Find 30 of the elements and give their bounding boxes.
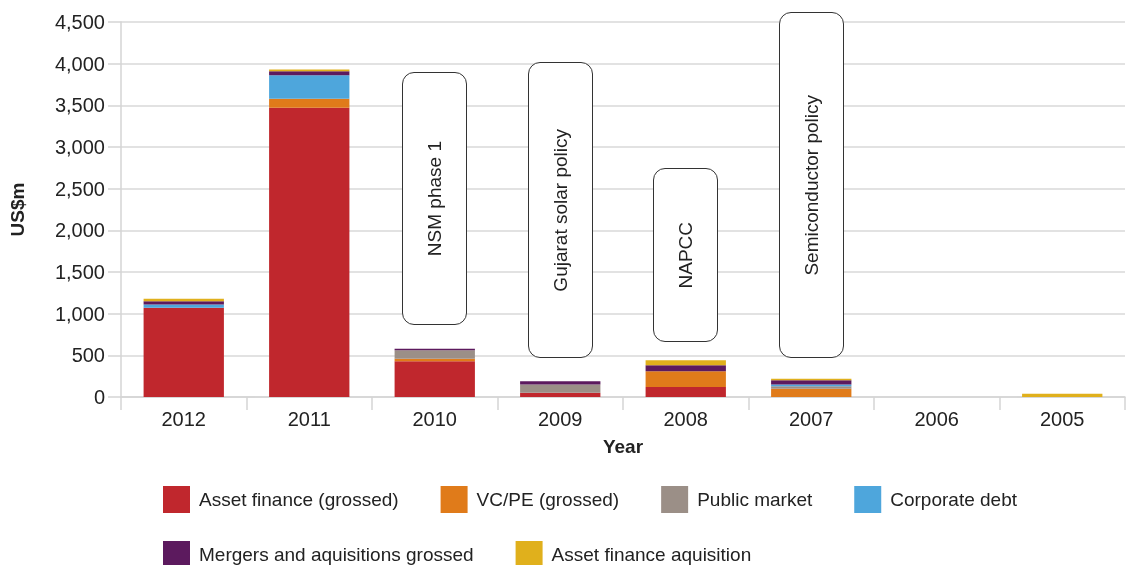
- annotation: Semiconductor policy: [800, 94, 822, 276]
- y-axis-title: US$m: [7, 182, 28, 237]
- x-tick-label: 2011: [287, 408, 331, 430]
- y-tick-label: 4,500: [54, 11, 105, 33]
- x-axis-title: Year: [602, 436, 644, 457]
- annotation: NAPCC: [675, 221, 697, 289]
- legend-label: Corporate debt: [890, 489, 1018, 510]
- x-tick-label: 2007: [789, 408, 834, 430]
- x-tick-label: 2006: [914, 408, 959, 430]
- y-tick-label: 1,500: [54, 261, 105, 283]
- annotation: NSM phase 1: [424, 141, 446, 257]
- x-tick-label: 2008: [663, 408, 708, 430]
- legend-label: Asset finance aquisition: [551, 544, 752, 565]
- x-tick-label: 2005: [1040, 408, 1085, 430]
- y-tick-label: 2,000: [54, 219, 105, 242]
- legend-label: VC/PE (grossed): [476, 489, 620, 510]
- x-tick-label: 2010: [412, 408, 457, 430]
- y-tick-label: 3,000: [54, 136, 105, 158]
- y-tick-label: 4,000: [54, 52, 105, 75]
- x-tick-label: 2012: [161, 408, 206, 430]
- x-tick-label: 2009: [538, 408, 583, 430]
- y-tick-label: 2,500: [54, 177, 105, 200]
- annotation: Gujarat solar policy: [549, 128, 571, 292]
- legend-label: Mergers and aquisitions grossed: [199, 544, 474, 565]
- legend-label: Asset finance (grossed): [199, 489, 399, 510]
- y-tick-label: 1,000: [54, 302, 105, 325]
- y-tick-label: 0: [93, 386, 105, 408]
- y-tick-label: 500: [71, 344, 105, 367]
- y-tick-label: 3,500: [54, 94, 105, 117]
- legend-label: Public market: [697, 489, 813, 510]
